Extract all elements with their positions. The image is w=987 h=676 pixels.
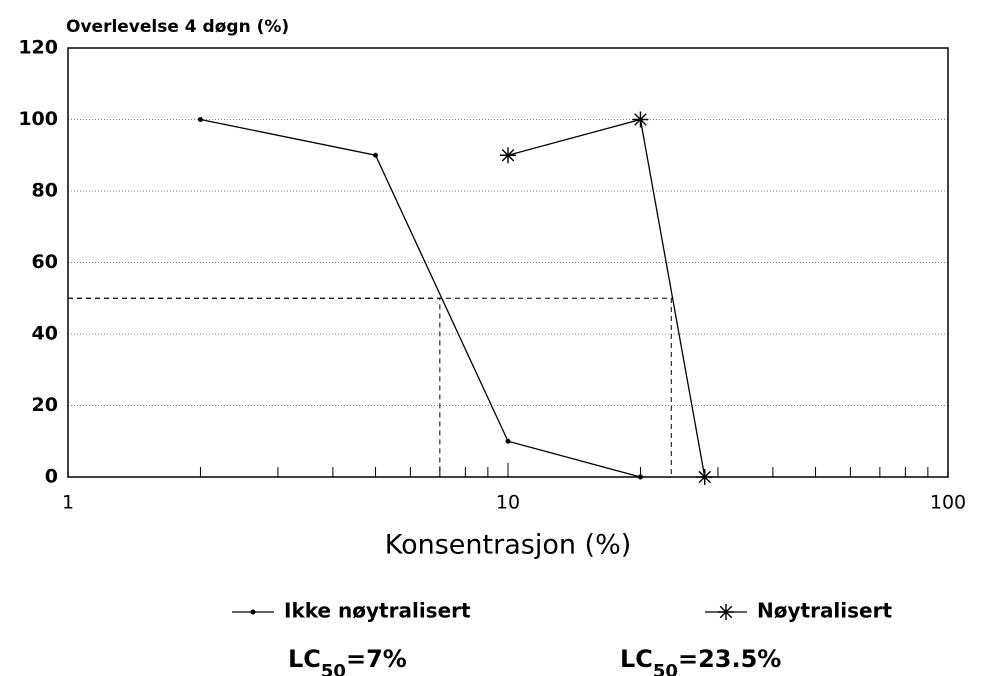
marker [696, 469, 713, 485]
marker [250, 609, 256, 615]
lc50-line [68, 297, 441, 477]
lc50-label-sub: 50 [321, 661, 346, 676]
lc50-line [68, 297, 672, 477]
x-tick-label: 10 [496, 492, 520, 514]
y-tick-label: 20 [32, 394, 58, 416]
y-tick-label: 60 [32, 251, 58, 273]
lc50-label-value: =7% [346, 645, 407, 673]
lc50-label-sub: 50 [653, 661, 678, 676]
y-tick-label: 40 [32, 323, 58, 345]
x-tick-label: 100 [930, 492, 966, 514]
lc50-label-main: LC [288, 645, 321, 673]
y-tick-label: 80 [32, 180, 58, 202]
y-tick-label: 100 [18, 108, 58, 130]
plot-frame [67, 47, 949, 478]
lc50-label-value: =23.5% [678, 645, 781, 673]
marker [500, 147, 516, 164]
lc50-label-main: LC [620, 645, 653, 673]
marker [718, 604, 734, 620]
marker [632, 111, 649, 128]
marker [197, 117, 203, 122]
legend-label: Ikke nøytralisert [284, 599, 471, 623]
lc50-label: LC50=7% [288, 645, 407, 676]
y-tick-label: 0 [45, 466, 58, 488]
x-axis-label: Konsentrasjon (%) [385, 530, 632, 561]
marker [373, 152, 379, 158]
x-tick-label: 1 [62, 492, 74, 514]
marker [505, 438, 511, 444]
chart-title: Overlevelse 4 døgn (%) [66, 17, 289, 37]
lc50-label: LC50=23.5% [620, 645, 781, 676]
y-tick-label: 120 [18, 37, 58, 59]
legend-label: Nøytralisert [757, 599, 892, 623]
series-line [200, 118, 641, 478]
marker [637, 474, 643, 480]
